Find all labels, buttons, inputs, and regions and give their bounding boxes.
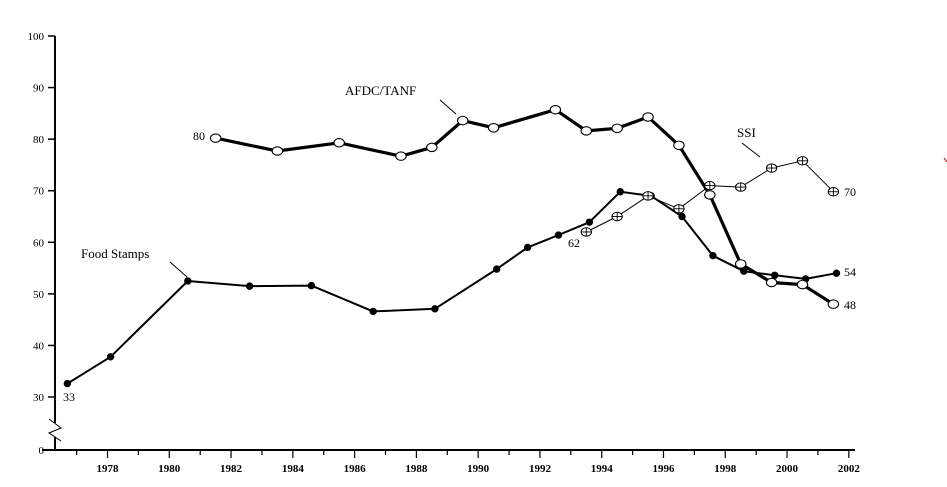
x-tick-label: 1986 [344,463,367,475]
x-tick-label: 2002 [838,463,861,475]
x-axis-ticks: 1978 1980 1982 1984 1986 1988 1990 1992 1994 1996… [76,450,861,475]
food-stamps-point [369,307,377,316]
x-tick-label: 2000 [776,463,799,475]
series-markers [63,104,841,388]
x-tick-label: 1996 [652,463,675,475]
afdc-tanf-point [580,126,593,136]
food-stamps-series-label: Food Stamps [81,246,149,261]
ssi-label-leader [741,142,761,158]
x-tick-label: 1978 [97,463,120,475]
y-tick-label: 80 [33,134,45,146]
ssi-point [796,156,809,166]
series-lines [66,108,837,385]
food-stamps-label-leader [169,261,188,278]
annotations: AFDC/TANF SSI Food Stamps 80 33 62 70 54… [63,83,856,404]
food-stamps-point [492,265,501,273]
x-tick-label: 1982 [220,463,243,475]
ssi-series-label: SSI [737,125,756,140]
afdc-tanf-point [549,104,562,115]
food-stamps-point [585,218,594,226]
food-stamps-point [307,281,316,290]
y-axis-break-mark [47,418,62,442]
ssi-point [765,163,778,173]
afdc-tanf-point [209,133,222,143]
food-stamps-point [63,379,72,388]
y-tick-label: 100 [28,31,45,43]
y-tick-label: 90 [33,83,45,95]
afdc-end-value-label: 48 [844,298,856,312]
y-axis-ticks: 0 30 40 50 60 70 80 90 100 [28,31,55,457]
food-stamps-point [184,277,192,285]
afdc-tanf-point [827,299,840,309]
afdc-tanf-point [395,151,407,161]
ssi-point [704,180,716,191]
ssi-point [827,187,840,197]
food-stamps-point [740,267,748,275]
y-tick-label: 30 [33,392,45,404]
afdc-tanf-point [426,142,438,153]
food-stamps-end-value-label: 54 [844,265,856,279]
ssi-point [580,227,592,237]
food-stamps-point [523,243,532,252]
ssi-end-value-label: 70 [844,185,856,199]
food-stamps-point [245,282,254,290]
afdc-tanf-point [796,279,809,290]
y-tick-label: 0 [39,445,45,457]
afdc-tanf-point [611,123,623,134]
food-stamps-point [678,212,686,221]
food-stamps-point [709,251,717,260]
afdc-tanf-point [642,112,654,122]
food-stamps-point [770,271,779,279]
afdc-tanf-point [673,140,685,151]
food-stamps-point [616,188,624,196]
afdc-tanf-point [271,146,284,156]
x-tick-label: 1990 [467,463,490,475]
x-tick-label: 1998 [714,463,737,475]
afdc-tanf-point [704,190,716,200]
x-tick-label: 1988 [405,463,428,475]
x-tick-label: 1992 [529,463,552,475]
food-stamps-point [554,231,563,239]
x-tick-label: 1994 [591,463,614,475]
y-tick-label: 60 [33,237,45,249]
x-tick-label: 1984 [282,463,305,475]
y-tick-label: 70 [33,186,45,198]
afdc-tanf-point [456,115,469,126]
ssi-point [611,211,623,222]
afdc-tanf-point [734,259,747,269]
ssi-start-value-label: 62 [568,236,580,250]
food-stamps-point [106,353,115,361]
afdc-tanf-point [333,138,345,148]
y-tick-label: 50 [33,289,45,301]
afdc-tanf-point [487,123,500,133]
ssi-point [735,182,747,192]
y-tick-label: 40 [33,340,45,352]
axes [42,36,855,451]
afdc-label-leader [439,99,457,115]
ssi-point [673,204,685,214]
food-stamps-point [832,269,841,277]
afdc-start-value-label: 80 [193,129,205,143]
food-stamps-start-value-label: 33 [63,390,75,404]
afdc-tanf-point [765,277,778,288]
x-tick-label: 1980 [158,463,181,475]
afdc-tanf-series-label: AFDC/TANF [345,83,416,98]
ssi-point [642,191,654,201]
food-stamps-point [431,305,439,313]
